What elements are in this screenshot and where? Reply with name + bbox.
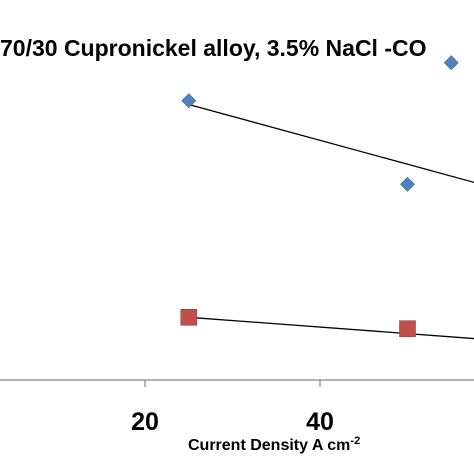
x-tick-label-20: 20 xyxy=(131,408,159,436)
data-points xyxy=(180,55,459,338)
trendline-series-1 xyxy=(188,103,474,184)
trendlines xyxy=(188,103,474,340)
series-1-point-1 xyxy=(181,93,197,109)
x-tick-label-40: 40 xyxy=(306,408,334,436)
series-1-point-2 xyxy=(400,176,415,192)
series-1-point-3 xyxy=(443,55,459,71)
trendline-series-2 xyxy=(188,316,474,340)
series-2-point-1 xyxy=(180,308,198,326)
series-2-point-2 xyxy=(399,320,416,338)
chart-title: 70/30 Cupronickel alloy, 3.5% NaCl -CO xyxy=(0,35,427,61)
x-axis-ticks: 20 40 xyxy=(131,380,334,436)
x-axis-label: Current Density A cm-2 xyxy=(188,435,360,454)
plot-area: 20 40 xyxy=(0,55,474,436)
